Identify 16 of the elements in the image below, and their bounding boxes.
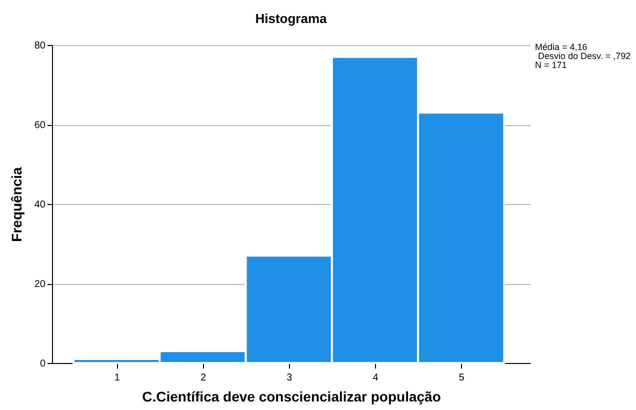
text: Média = 4,16 [535, 42, 588, 52]
y-tick-label: 60 [34, 120, 46, 131]
x-tick-label: 2 [200, 372, 206, 384]
y-axis-title: Frequência [8, 166, 24, 242]
y-tick-label: 20 [34, 279, 46, 290]
text: N = 171 [535, 60, 567, 70]
y-tick-label: 0 [40, 358, 46, 370]
y-tick-label: 40 [34, 200, 46, 210]
x-tick-label: 4 [372, 372, 379, 384]
x-tick-label: 3 [286, 372, 293, 384]
x-tick-label: 1 [114, 372, 120, 384]
chart-title: Histograma [255, 11, 328, 26]
x-axis-title: C.Científica deve consciencializar população [142, 388, 441, 404]
text: Desvio do Desv. = ,792 [538, 51, 631, 61]
x-tick-label: 5 [458, 372, 465, 384]
y-tick-label: 80 [34, 40, 46, 52]
